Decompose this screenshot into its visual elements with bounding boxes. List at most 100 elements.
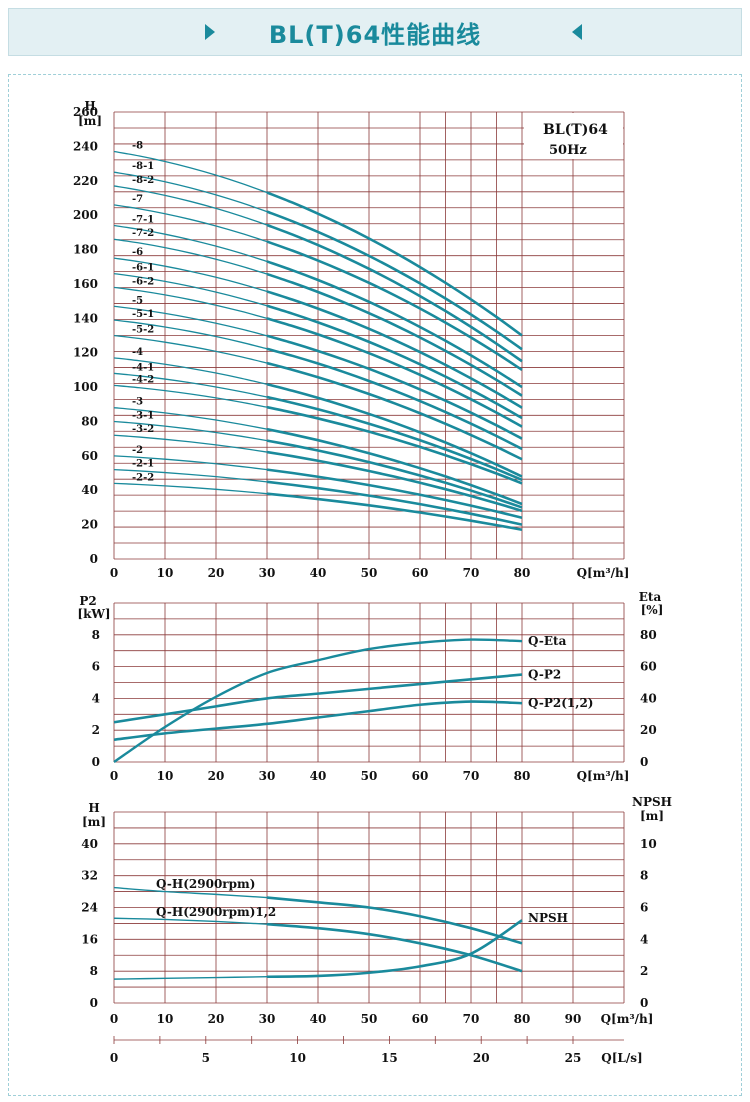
head-curve-operating	[266, 223, 523, 363]
x-tick-label: 30	[259, 769, 276, 783]
y-axis-unit: [m]	[78, 114, 102, 128]
head-curve-operating	[266, 240, 523, 371]
y-tick-label: 100	[73, 380, 98, 394]
y-tick-label: 0	[90, 552, 98, 566]
head-curve	[113, 420, 268, 442]
curve-label: -6-2	[132, 276, 154, 287]
title-box	[524, 113, 623, 159]
triangle-right-icon	[205, 24, 215, 40]
head-curve	[113, 407, 268, 430]
head-curve-operating	[266, 492, 523, 532]
head-curve-operating	[266, 260, 523, 389]
curve-label: -7	[132, 194, 143, 205]
curve-label: -2-1	[132, 459, 154, 470]
head-curve-operating	[266, 405, 523, 485]
head-curve-operating	[266, 439, 523, 509]
y-tick-label: 260	[73, 105, 98, 119]
x-axis-label: Q[m³/h]	[601, 1012, 654, 1026]
y-tick-label: 200	[73, 208, 98, 222]
curve-label: -3	[132, 397, 143, 408]
x-tick-label: 0	[110, 769, 118, 783]
y-tick-label: 20	[81, 518, 98, 532]
y-axis-unit: [kW]	[77, 607, 110, 621]
x2-tick-label: 20	[473, 1051, 490, 1065]
x-tick-label: 90	[565, 1012, 582, 1026]
head-curve-operating	[266, 317, 523, 428]
head-curve	[113, 434, 268, 453]
y-right-tick-label: 8	[640, 869, 648, 883]
y-tick-label: 8	[90, 964, 98, 978]
head-curve	[113, 238, 268, 275]
npsh-chart-curve	[113, 976, 268, 980]
head-curve	[113, 204, 268, 243]
curve-label: Q-H(2900rpm)1,2	[156, 905, 276, 919]
power-curve	[113, 638, 523, 763]
power-curve	[113, 673, 523, 724]
curve-label: -6-1	[132, 263, 154, 274]
x-tick-label: 40	[310, 1012, 327, 1026]
x2-axis-label: Q[L/s]	[601, 1051, 642, 1065]
y-tick-label: 32	[81, 869, 98, 883]
head-curve	[113, 150, 268, 194]
y-right-tick-label: 6	[640, 901, 648, 915]
y-right-tick-label: 0	[640, 996, 648, 1010]
npsh-chart-curve-operating	[266, 896, 523, 945]
curve-label: -4-1	[132, 362, 154, 373]
head-curve-operating	[266, 347, 523, 451]
x-axis-label: Q[m³/h]	[577, 769, 630, 783]
x-tick-label: 0	[110, 566, 118, 580]
y-tick-label: 2	[92, 723, 100, 737]
head-curve	[113, 305, 268, 337]
x-tick-label: 70	[463, 1012, 480, 1026]
head-curve-operating	[266, 468, 523, 520]
y-axis-label: P2	[79, 594, 96, 608]
x-tick-label: 50	[361, 566, 378, 580]
head-curve-operating	[266, 427, 523, 506]
curve-label: Q-H(2900rpm)	[156, 877, 255, 891]
y-tick-label: 80	[81, 414, 98, 428]
x-tick-label: 10	[157, 769, 174, 783]
x-tick-label: 80	[514, 769, 531, 783]
x-tick-label: 50	[361, 769, 378, 783]
curve-label: Q-P2	[528, 668, 561, 682]
curve-label: -5-2	[132, 325, 154, 336]
head-curve-operating	[266, 272, 523, 397]
chart-subtitle: 50Hz	[549, 143, 587, 158]
y-tick-label: 160	[73, 277, 98, 291]
chart-frame	[8, 74, 742, 1096]
head-curve	[113, 185, 268, 226]
npsh-chart-curve	[113, 886, 268, 899]
head-curve	[113, 384, 268, 408]
head-curve-operating	[266, 290, 523, 409]
head-curve	[113, 482, 268, 495]
chart-title: BL(T)64	[543, 122, 608, 138]
y-tick-label: 60	[81, 449, 98, 463]
y-tick-label: 240	[73, 139, 98, 153]
head-curve-operating	[266, 210, 523, 351]
curve-label: Q-P2(1,2)	[528, 696, 593, 710]
curve-label: -2-2	[132, 472, 154, 483]
y-right-axis-unit: [%]	[641, 603, 664, 617]
x2-tick-label: 5	[202, 1051, 210, 1065]
y-right-axis-label: NPSH	[632, 795, 672, 809]
y-right-axis-unit: [m]	[640, 809, 664, 823]
y-right-axis-label: Eta	[639, 590, 662, 604]
y-tick-label: 220	[73, 174, 98, 188]
y-tick-label: 120	[73, 346, 98, 360]
curve-label: NPSH	[528, 911, 568, 925]
x-tick-label: 60	[412, 566, 429, 580]
page-title: BL(T)64性能曲线	[268, 20, 482, 49]
y-tick-label: 180	[73, 243, 98, 257]
y-axis-unit: [m]	[82, 815, 106, 829]
y-tick-label: 4	[92, 691, 100, 705]
npsh-chart-curve-operating	[266, 919, 523, 979]
head-curve-operating	[266, 361, 523, 461]
x-tick-label: 70	[463, 769, 480, 783]
y-tick-label: 24	[81, 901, 98, 915]
x2-tick-label: 10	[289, 1051, 306, 1065]
head-curve-operating	[266, 191, 523, 337]
x-tick-label: 20	[208, 566, 225, 580]
head-curve	[113, 224, 268, 263]
head-curve	[113, 455, 268, 471]
curve-label: -8-1	[132, 161, 154, 172]
